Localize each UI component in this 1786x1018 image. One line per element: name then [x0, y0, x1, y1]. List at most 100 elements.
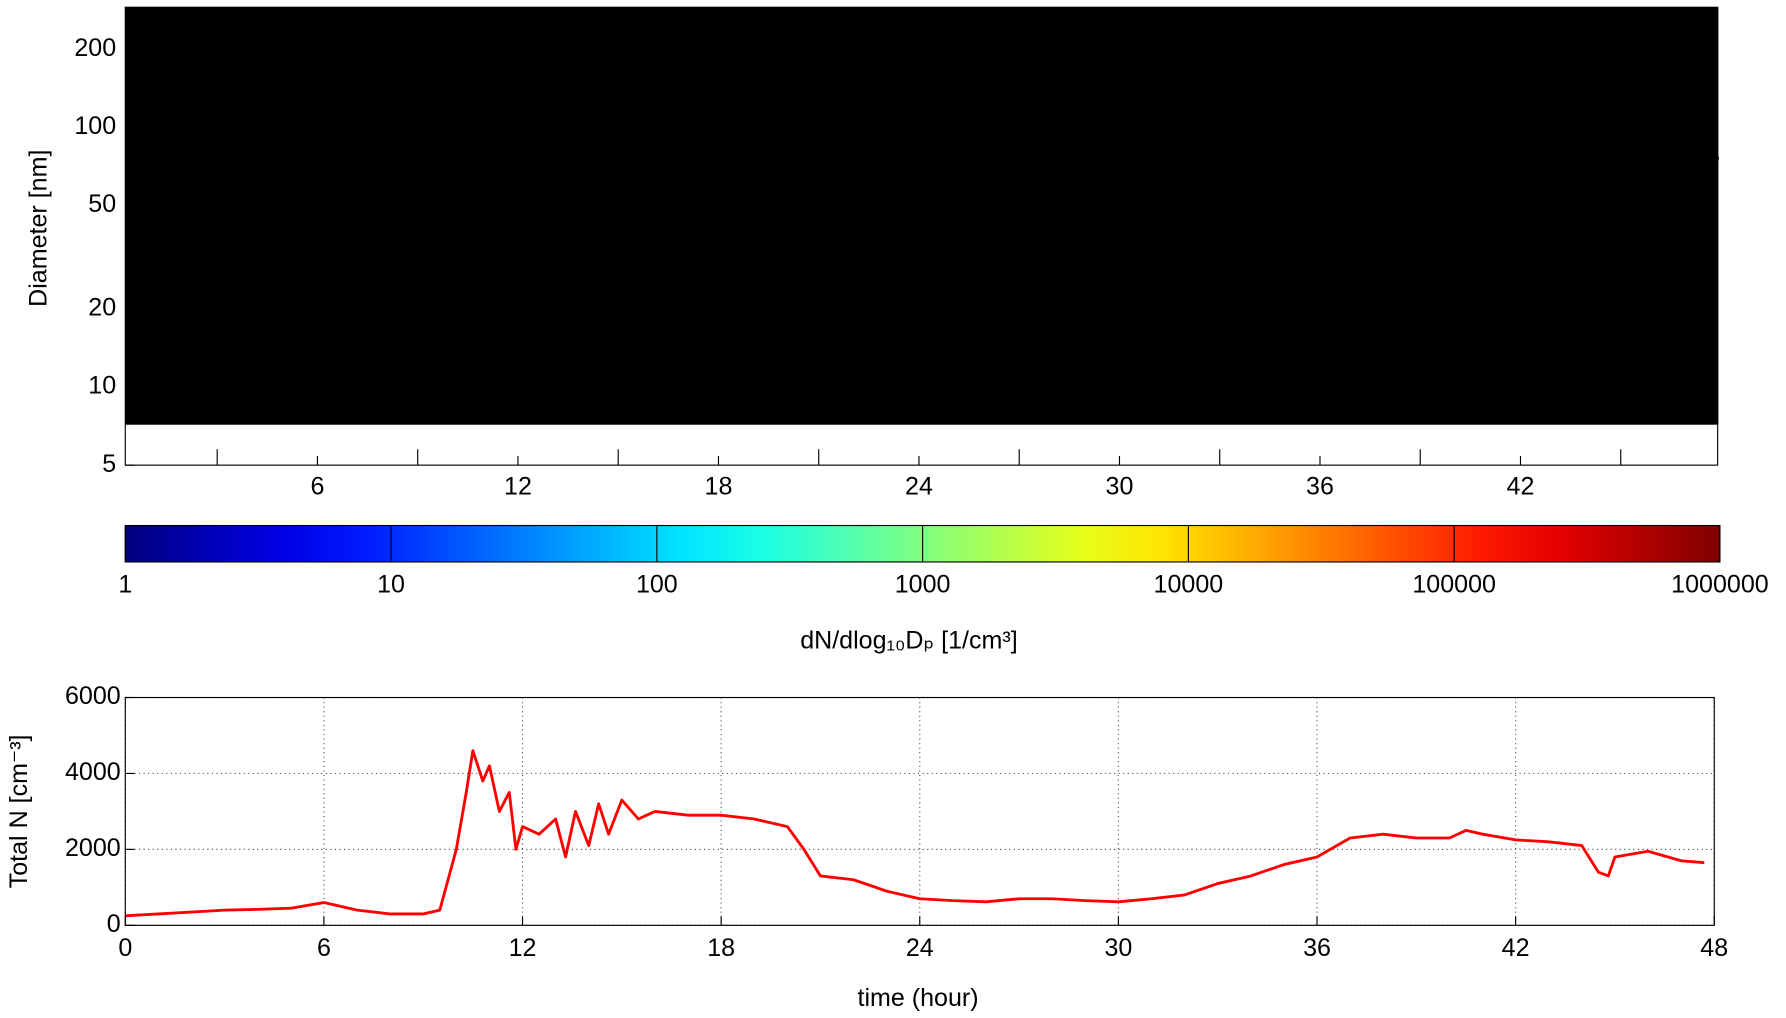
mode-marker — [1131, 258, 1141, 268]
heatmap-cell — [317, 382, 385, 425]
heatmap-cell — [1386, 216, 1455, 259]
heatmap-cell — [384, 299, 452, 342]
heatmap-cell — [517, 175, 586, 218]
mode-marker — [747, 254, 757, 265]
heatmap-cell — [451, 7, 519, 52]
heatmap-cell — [985, 7, 1054, 52]
y-tick-label: 20 — [88, 293, 116, 321]
heatmap-cell — [785, 216, 853, 259]
heatmap-cell — [985, 258, 1054, 301]
heatmap-cell — [183, 92, 252, 135]
heatmap-cell — [517, 92, 586, 135]
heatmap-cell — [985, 299, 1054, 342]
mode-marker — [179, 244, 189, 254]
heatmap-cell — [1654, 258, 1719, 301]
mode-marker — [1014, 290, 1024, 301]
heatmap-cell — [451, 299, 519, 342]
colorbar-tick-label: 1 — [118, 571, 132, 599]
heatmap-cell — [317, 299, 385, 342]
mode-marker — [279, 231, 289, 242]
mode-marker — [1515, 159, 1526, 170]
heatmap-cell — [1587, 175, 1655, 218]
mode-marker — [379, 223, 389, 233]
heatmap-cell — [125, 7, 185, 52]
heatmap-cell — [1654, 92, 1719, 135]
colorbar-tick-label: 100000 — [1412, 571, 1496, 599]
heatmap-cell — [718, 258, 786, 301]
heatmap-cell — [1186, 133, 1254, 177]
heatmap-cell — [125, 341, 185, 384]
mode-marker — [1382, 169, 1392, 179]
x-tick-label: 30 — [1104, 934, 1132, 962]
x-tick-label: 42 — [1507, 473, 1535, 501]
mode-marker — [1315, 176, 1325, 186]
heatmap-cell — [1253, 341, 1321, 384]
heatmap-cell — [985, 175, 1054, 218]
heatmap-cell — [1119, 92, 1187, 135]
heatmap-cell — [1319, 299, 1388, 342]
heatmap-cell — [651, 216, 720, 259]
heatmap-cell — [651, 92, 720, 135]
heatmap-cell — [317, 92, 385, 135]
heatmap-cell — [517, 258, 586, 301]
y-axis-label: Diameter [nm] — [24, 150, 52, 307]
heatmap-cell — [1520, 7, 1589, 52]
heatmap-cell — [1319, 258, 1388, 301]
heatmap-cell — [250, 92, 319, 135]
mode-marker — [212, 241, 222, 251]
heatmap-cell — [1453, 7, 1522, 52]
heatmap-cell — [584, 341, 653, 384]
x-tick-label: 18 — [705, 473, 733, 501]
heatmap-cell — [1186, 92, 1254, 135]
heatmap-cell — [651, 50, 720, 94]
colorbar-tick-label: 1000000 — [1671, 571, 1769, 599]
mode-marker — [1415, 167, 1425, 178]
heatmap-cell — [1253, 92, 1321, 135]
heatmap-cell — [451, 50, 519, 94]
heatmap-cell — [1520, 216, 1589, 259]
heatmap-cell — [1587, 299, 1655, 342]
heatmap-cell — [250, 7, 319, 52]
mode-marker — [513, 332, 523, 343]
heatmap-cell — [384, 216, 452, 259]
heatmap-cell — [1119, 299, 1187, 342]
heatmap-cell — [1119, 50, 1187, 94]
heatmap-cell — [183, 175, 252, 218]
heatmap-cell — [651, 341, 720, 384]
heatmap-cell — [183, 50, 252, 94]
heatmap-cell — [1520, 175, 1589, 218]
heatmap-cell — [785, 50, 853, 94]
heatmap-cell — [1587, 133, 1655, 177]
heatmap-cell — [183, 216, 252, 259]
heatmap-cell — [451, 341, 519, 384]
mode-marker — [329, 234, 339, 245]
heatmap-cell — [125, 50, 185, 94]
mode-marker — [646, 262, 657, 272]
heatmap-cell — [1186, 50, 1254, 94]
heatmap-cell — [1052, 50, 1121, 94]
y-tick-label: 6000 — [65, 682, 121, 710]
heatmap-cell — [651, 133, 720, 177]
heatmap-cell — [384, 50, 452, 94]
heatmap-cell — [985, 216, 1054, 259]
mode-marker — [479, 309, 490, 320]
heatmap-cell — [651, 7, 720, 52]
heatmap-cell — [1654, 7, 1719, 52]
heatmap-cell — [1253, 50, 1321, 94]
mode-marker — [713, 247, 724, 258]
mode-marker — [423, 207, 433, 218]
heatmap-cell — [1119, 216, 1187, 259]
heatmap-cell — [918, 216, 987, 259]
heatmap-cell — [651, 382, 720, 425]
mode-marker — [546, 325, 557, 336]
heatmap-cell — [125, 92, 185, 135]
y-tick-label: 50 — [88, 190, 116, 218]
heatmap-cell — [1386, 258, 1455, 301]
heatmap-cell — [918, 299, 987, 342]
heatmap-cell — [1253, 7, 1321, 52]
heatmap-cell — [1186, 175, 1254, 218]
heatmap-cell — [250, 50, 319, 94]
mode-marker — [580, 304, 590, 314]
heatmap-cell — [125, 133, 185, 177]
